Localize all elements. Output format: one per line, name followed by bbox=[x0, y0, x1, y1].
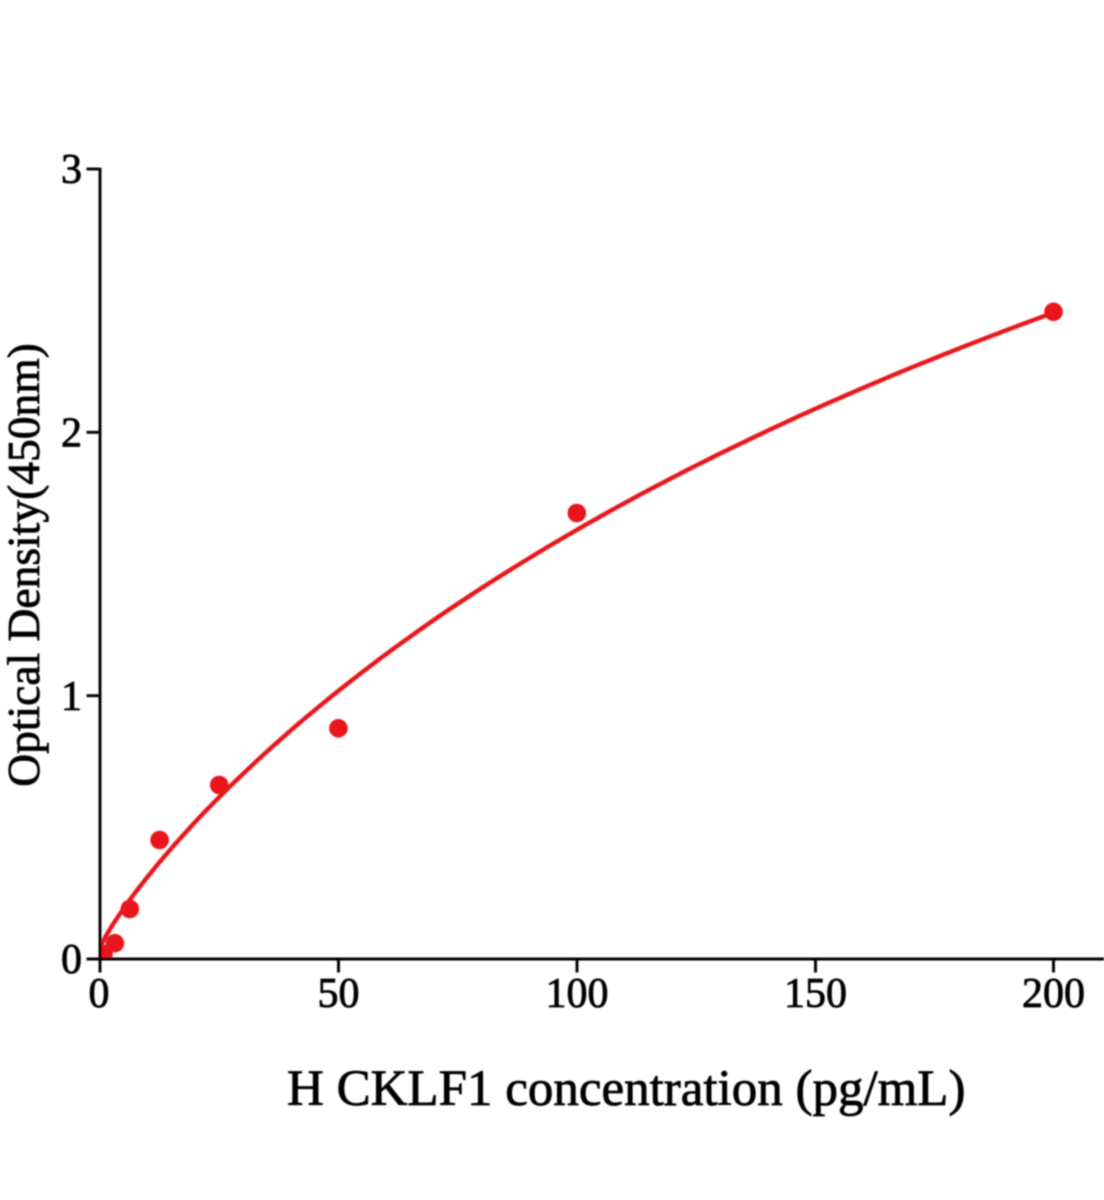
svg-text:Optical Density(450nm): Optical Density(450nm) bbox=[0, 343, 49, 787]
svg-text:50: 50 bbox=[318, 971, 360, 1017]
svg-text:0: 0 bbox=[89, 971, 110, 1017]
svg-text:1: 1 bbox=[61, 674, 82, 720]
svg-text:0: 0 bbox=[61, 937, 82, 983]
svg-text:2: 2 bbox=[61, 410, 82, 456]
svg-text:150: 150 bbox=[784, 971, 847, 1017]
svg-text:200: 200 bbox=[1022, 971, 1085, 1017]
svg-text:100: 100 bbox=[546, 971, 609, 1017]
svg-text:H CKLF1 concentration (pg/mL): H CKLF1 concentration (pg/mL) bbox=[287, 1061, 965, 1117]
svg-text:3: 3 bbox=[61, 147, 82, 193]
